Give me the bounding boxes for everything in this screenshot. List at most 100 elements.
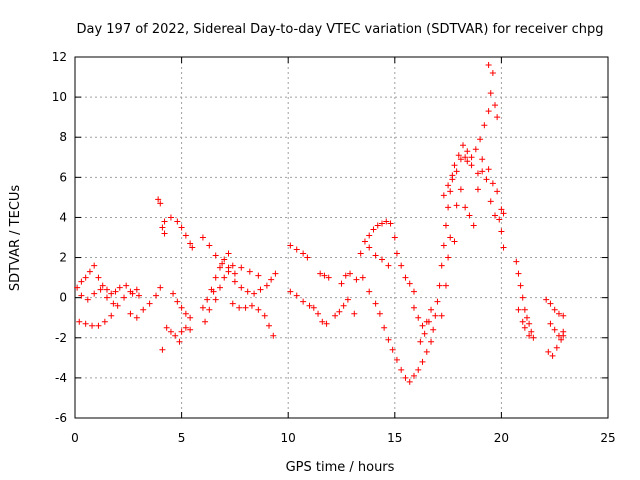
data-point (402, 374, 409, 381)
data-point (300, 298, 307, 305)
data-point (255, 272, 262, 279)
data-point (325, 274, 332, 281)
data-point (231, 270, 238, 277)
data-point (479, 168, 486, 175)
data-point (366, 244, 373, 251)
data-points (74, 62, 567, 385)
data-point (462, 154, 469, 161)
data-point (515, 270, 522, 277)
data-point (199, 304, 206, 311)
data-point (293, 246, 300, 253)
data-point (231, 278, 238, 285)
data-point (221, 256, 228, 263)
data-point (135, 292, 142, 299)
data-point (376, 310, 383, 317)
data-point (157, 284, 164, 291)
data-point (445, 204, 452, 211)
data-point (82, 320, 89, 327)
x-axis-label: GPS time / hours (286, 460, 395, 475)
data-point (206, 306, 213, 313)
data-point (161, 230, 168, 237)
data-point (170, 290, 177, 297)
data-point (428, 338, 435, 345)
data-point (359, 274, 366, 281)
data-point (521, 306, 528, 313)
y-tick-label: 6 (59, 170, 67, 184)
data-point (436, 282, 443, 289)
data-point (366, 288, 373, 295)
data-point (332, 312, 339, 319)
data-point (129, 290, 136, 297)
data-point (498, 206, 505, 213)
data-point (500, 244, 507, 251)
data-point (163, 324, 170, 331)
data-point (449, 176, 456, 183)
data-point (272, 270, 279, 277)
data-point (547, 320, 554, 327)
y-tick-label: 4 (59, 210, 67, 224)
data-point (248, 302, 255, 309)
data-point (268, 276, 275, 283)
data-point (236, 304, 243, 311)
data-point (353, 276, 360, 283)
data-point (391, 234, 398, 241)
data-point (406, 280, 413, 287)
data-point (266, 322, 273, 329)
data-point (161, 218, 168, 225)
data-point (202, 318, 209, 325)
data-point (466, 212, 473, 219)
data-point (489, 180, 496, 187)
data-point (159, 346, 166, 353)
x-tick-label: 10 (281, 431, 296, 445)
data-point (342, 272, 349, 279)
data-point (485, 108, 492, 115)
x-tick-label: 20 (494, 431, 509, 445)
data-point (555, 310, 562, 317)
data-point (82, 274, 89, 281)
data-point (483, 176, 490, 183)
data-point (293, 292, 300, 299)
data-point (206, 242, 213, 249)
data-point (451, 238, 458, 245)
data-point (487, 90, 494, 97)
data-point (189, 244, 196, 251)
data-point (108, 290, 115, 297)
data-point (97, 286, 104, 293)
data-point (210, 288, 217, 295)
y-tick-label: 2 (59, 251, 67, 265)
data-point (344, 296, 351, 303)
data-point (385, 336, 392, 343)
data-point (492, 102, 499, 109)
data-point (445, 182, 452, 189)
data-point (221, 274, 228, 281)
data-point (526, 332, 533, 339)
data-point (551, 326, 558, 333)
data-point (498, 228, 505, 235)
data-point (78, 292, 85, 299)
grid (75, 57, 608, 418)
data-point (103, 294, 110, 301)
data-point (121, 294, 128, 301)
data-point (178, 224, 185, 231)
y-tick-label: 0 (59, 291, 67, 305)
data-point (315, 310, 322, 317)
y-axis-label: SDTVAR / TECUs (8, 185, 23, 292)
data-point (519, 294, 526, 301)
data-point (485, 166, 492, 173)
data-point (547, 300, 554, 307)
data-point (123, 282, 130, 289)
data-point (485, 62, 492, 69)
data-point (261, 312, 268, 319)
data-point (78, 278, 85, 285)
data-point (402, 274, 409, 281)
data-point (430, 326, 437, 333)
data-point (263, 282, 270, 289)
data-point (287, 242, 294, 249)
data-point (457, 186, 464, 193)
data-point (398, 262, 405, 269)
data-point (95, 322, 102, 329)
data-point (393, 356, 400, 363)
data-point (479, 156, 486, 163)
data-point (519, 318, 526, 325)
data-point (489, 70, 496, 77)
